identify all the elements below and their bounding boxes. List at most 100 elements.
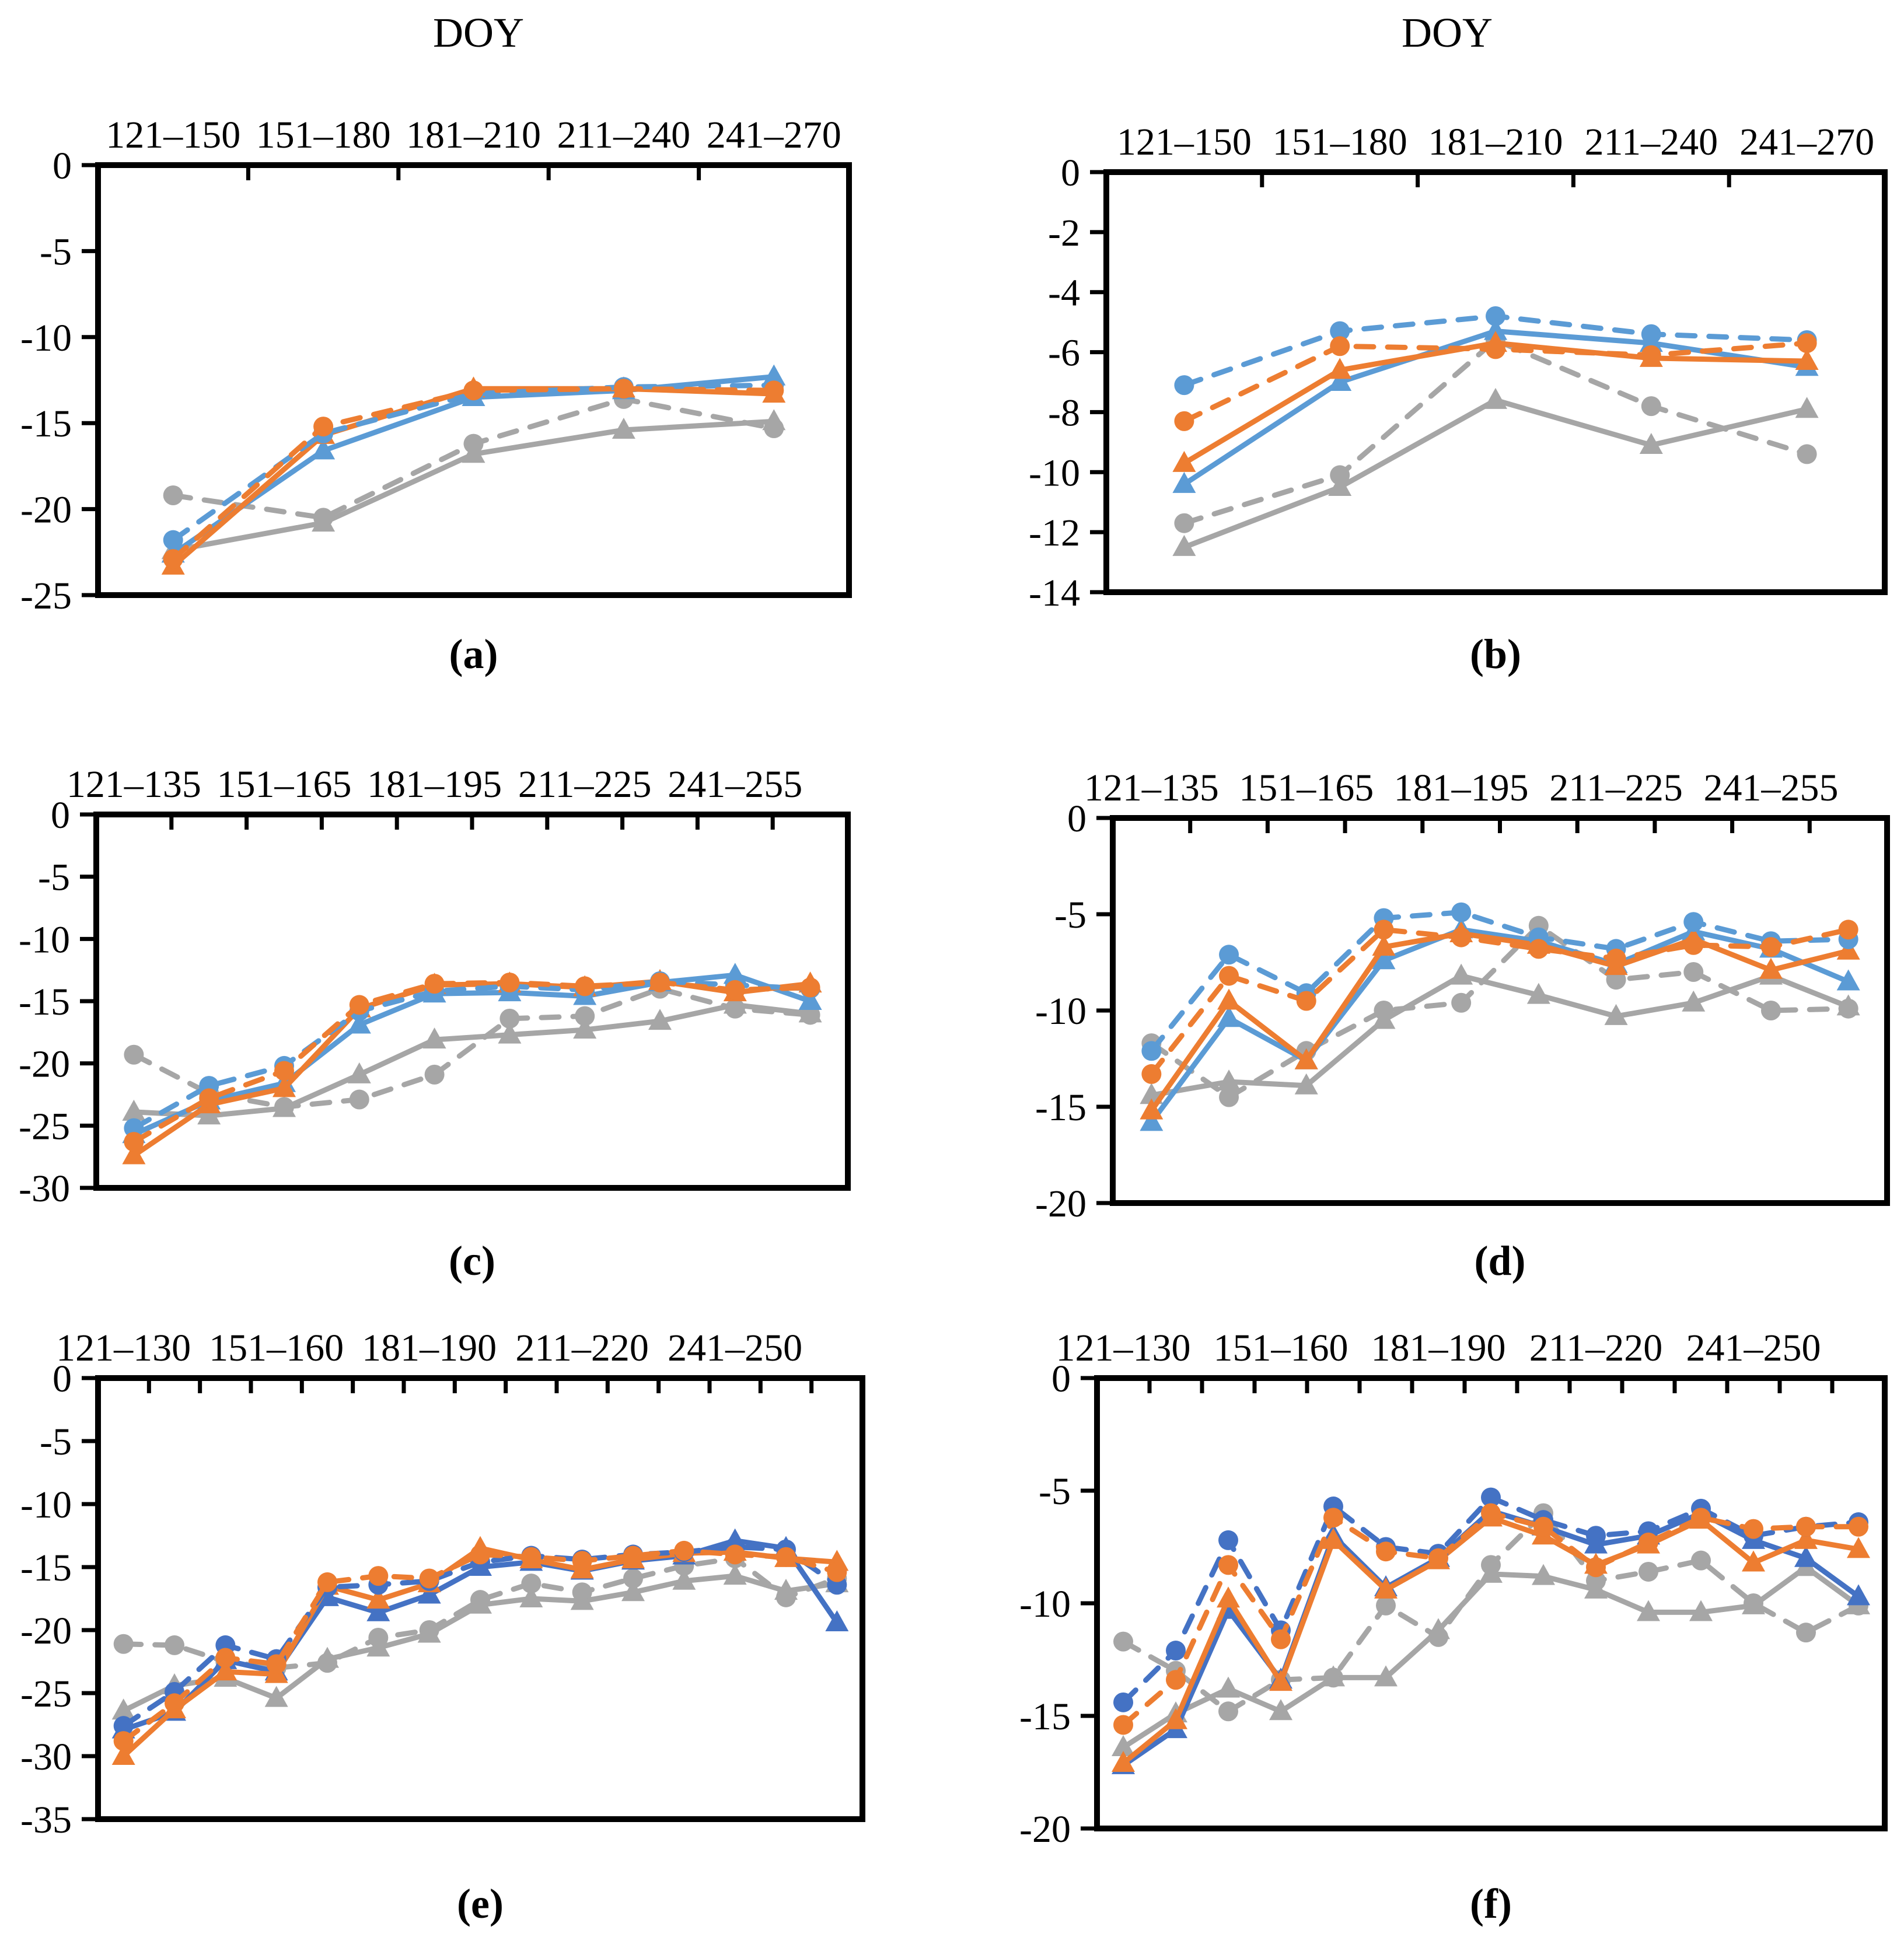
series-orange-solid-triangle [122, 968, 822, 1165]
circle-marker [349, 995, 369, 1015]
circle-marker [1683, 962, 1704, 982]
y-tick-label: -15 [1019, 1695, 1071, 1738]
x-tick-label: 181–210 [406, 114, 541, 156]
triangle-marker [1374, 1577, 1398, 1599]
triangle-marker [1217, 1006, 1241, 1027]
triangle-marker [111, 1698, 135, 1720]
circle-marker [1586, 1526, 1606, 1546]
series-orange-dashed-circle [1113, 1503, 1868, 1735]
x-tick-label: 241–255 [1703, 767, 1838, 809]
y-tick-label: -20 [1019, 1808, 1071, 1851]
circle-marker [1586, 1557, 1606, 1578]
circle-marker [349, 1089, 369, 1110]
circle-marker [215, 1648, 236, 1668]
y-tick-label: 0 [53, 145, 72, 187]
circle-marker [1330, 336, 1350, 356]
y-tick-label: 0 [51, 794, 70, 837]
series-line [170, 382, 777, 543]
triangle-marker [723, 992, 747, 1014]
x-tick-label: 241–270 [1739, 121, 1874, 163]
series-line [131, 980, 813, 1145]
y-tick-label: -14 [1029, 572, 1080, 614]
circle-marker [1113, 1692, 1133, 1712]
triangle-marker [197, 1103, 221, 1125]
series-gray-solid-triangle [122, 992, 822, 1125]
y-tick-label: -15 [20, 403, 72, 445]
x-tick-label: 121–150 [1117, 121, 1252, 163]
series-line [1120, 1564, 1861, 1750]
triangle-marker [1479, 1561, 1503, 1583]
series-line [1181, 337, 1810, 526]
triangle-marker [1682, 990, 1706, 1012]
x-tick-label: 121–130 [1056, 1327, 1191, 1369]
triangle-marker [122, 1099, 146, 1121]
series-line [1148, 922, 1851, 1100]
y-tick-label: -10 [20, 1484, 72, 1526]
circle-marker [521, 1547, 541, 1567]
x-tick-label: 151–165 [217, 763, 352, 806]
circle-marker [1218, 1555, 1238, 1575]
y-tick-label: 0 [53, 1358, 72, 1400]
y-tick-label: -8 [1048, 391, 1080, 434]
triangle-marker [1795, 349, 1819, 370]
triangle-marker [648, 1009, 672, 1030]
triangle-marker [1217, 988, 1241, 1010]
circle-marker [1744, 1519, 1763, 1539]
triangle-marker [366, 1600, 390, 1621]
circle-marker [266, 1654, 287, 1674]
y-tick-label: -15 [1035, 1086, 1086, 1129]
series-line [1120, 1515, 1861, 1766]
circle-marker [313, 417, 334, 437]
y-tick-label: -2 [1048, 212, 1080, 254]
triangle-marker [1269, 1670, 1292, 1691]
triangle-marker [347, 1012, 371, 1034]
circle-marker [163, 549, 183, 569]
triangle-marker [1847, 1537, 1870, 1558]
triangle-marker [825, 1610, 849, 1632]
triangle-marker [1689, 1600, 1713, 1621]
circle-marker [1641, 324, 1661, 344]
series-line [131, 972, 813, 1137]
series-line [131, 985, 813, 1110]
series-gray-solid-triangle [1140, 963, 1860, 1104]
x-tick-label: 211–220 [515, 1327, 649, 1369]
series-line [1148, 910, 1851, 1054]
circle-marker [1219, 945, 1239, 965]
y-tick-label: -10 [19, 918, 70, 961]
circle-marker [1218, 1530, 1238, 1550]
triangle-marker [1269, 1699, 1292, 1721]
x-axis-title-right: DOY [1402, 9, 1493, 56]
circle-marker [623, 1546, 643, 1566]
circle-marker [1481, 1503, 1501, 1523]
triangle-marker [798, 989, 822, 1010]
circle-marker [764, 380, 784, 401]
circle-marker [274, 1061, 294, 1081]
circle-marker [1639, 1532, 1658, 1553]
series-line [121, 1548, 840, 1744]
triangle-marker [462, 442, 485, 463]
circle-marker [165, 1693, 184, 1714]
series-line [131, 978, 813, 1131]
caption-d: (d) [1474, 1237, 1526, 1284]
x-tick-label: 211–225 [518, 763, 652, 806]
circle-marker [1691, 1508, 1711, 1528]
triangle-marker [621, 1580, 645, 1602]
caption-f: (f) [1470, 1880, 1512, 1927]
circle-marker [424, 974, 445, 994]
x-tick-label: 121–135 [67, 763, 201, 806]
y-tick-label: -35 [20, 1799, 72, 1841]
chart-a: 0 -5 -10 -15 -20 -25 121–150 151–180 181–210 211–… [20, 114, 852, 617]
triangle-marker [1322, 1527, 1345, 1549]
circle-marker [1428, 1548, 1448, 1568]
y-tick-label: -10 [1035, 990, 1086, 1033]
circle-marker [575, 1006, 595, 1026]
circle-marker [499, 973, 520, 992]
circle-marker [1606, 948, 1626, 968]
circle-marker [368, 1566, 389, 1586]
triangle-marker [1140, 1110, 1164, 1131]
circle-marker [1796, 1623, 1816, 1643]
y-tick-label: -25 [19, 1105, 70, 1148]
triangle-marker [1584, 1577, 1608, 1599]
triangle-marker [1836, 994, 1860, 1016]
series-orange-dashed-circle [113, 1540, 847, 1751]
